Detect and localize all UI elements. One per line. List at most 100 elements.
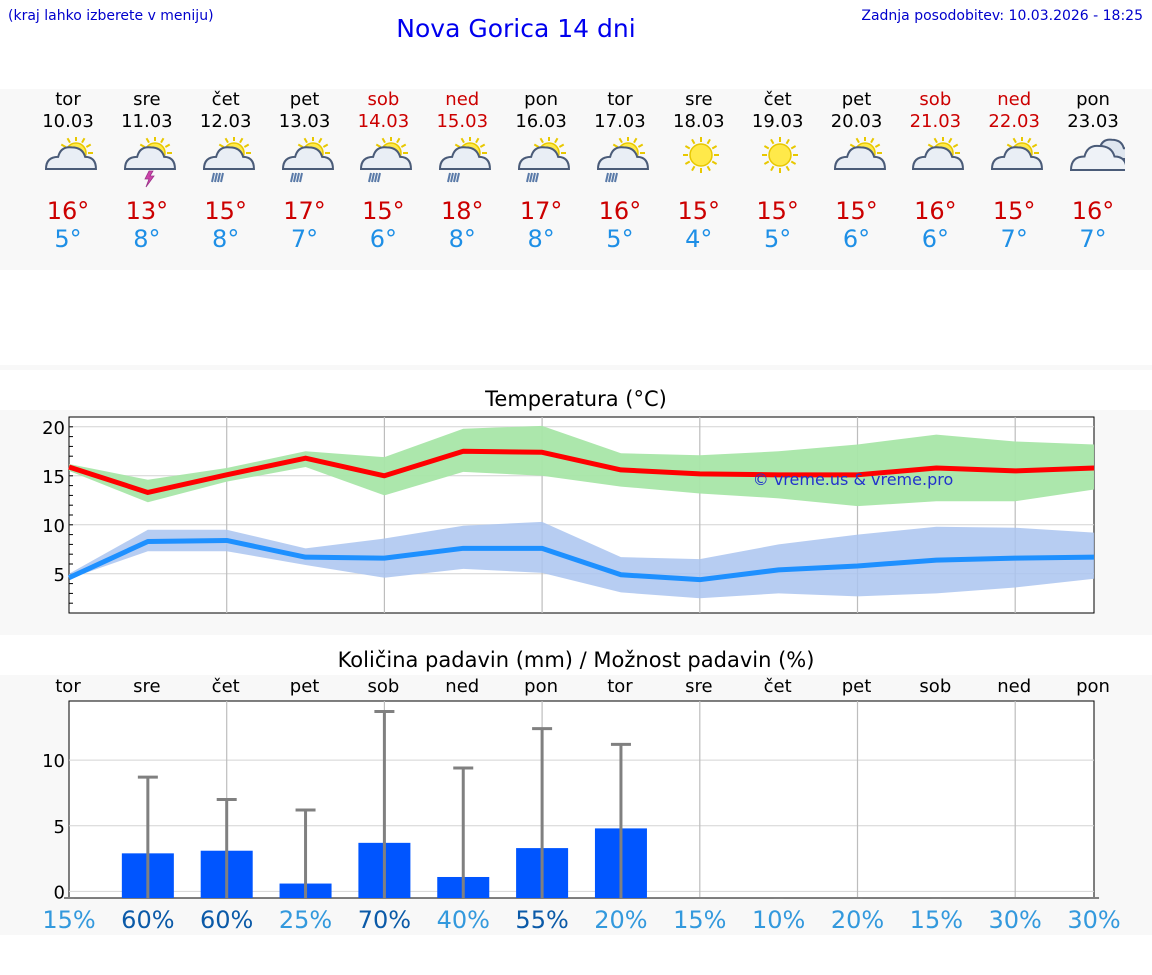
x-category-label: sre — [685, 676, 712, 697]
day-date: 10.03 — [42, 111, 94, 132]
precipitation-chart: tor sre čet pet sob ned pon tor sre čet pet sob ned p… — [42, 676, 1121, 934]
x-category-label: sre — [133, 676, 160, 697]
temp-max: 18° — [440, 197, 484, 225]
range-band-max — [69, 425, 1095, 507]
x-category-label: ned — [997, 676, 1031, 697]
day-name: tor — [55, 89, 81, 110]
x-category-label: pet — [842, 676, 872, 697]
day-header: ned 22.03 — [974, 89, 1054, 133]
y-tick-label: 0 — [54, 882, 65, 903]
sun-cloud-rain-icon — [360, 137, 413, 183]
x-category-label: čet — [764, 676, 792, 697]
y-tick-label: 5 — [54, 565, 65, 586]
sun-cloud-rain-icon — [518, 137, 571, 183]
day-date: 14.03 — [357, 111, 410, 132]
day-name: ned — [997, 89, 1032, 110]
day-name: pon — [524, 89, 559, 110]
day-name: pet — [289, 89, 320, 110]
day-header: pet 13.03 — [265, 89, 345, 133]
day-date: 22.03 — [988, 111, 1040, 132]
precip-probability: 55% — [515, 906, 568, 934]
precip-probability: 60% — [121, 906, 174, 934]
day-header: tor 17.03 — [580, 89, 660, 133]
temp-max: 16° — [1071, 197, 1115, 225]
precip-probability: 20% — [594, 906, 647, 934]
y-tick-label: 10 — [42, 516, 65, 537]
day-date: 16.03 — [515, 111, 567, 132]
day-name: sre — [133, 89, 161, 110]
temp-min: 8° — [448, 225, 476, 253]
temp-max: 15° — [992, 197, 1036, 225]
sun-cloud-rain-icon — [596, 137, 649, 183]
temp-min: 8° — [212, 225, 240, 253]
precip-probability: 60% — [200, 906, 253, 934]
precip-probability: 25% — [279, 906, 332, 934]
day-date: 13.03 — [278, 111, 331, 132]
day-header: čet 12.03 — [186, 89, 266, 133]
temp-max: 15° — [756, 197, 799, 225]
precip-probability: 30% — [1067, 906, 1120, 934]
sun-cloud-icon — [44, 137, 97, 170]
sun-icon — [682, 137, 719, 173]
sun-cloud-icon — [912, 137, 965, 170]
temp-max: 17° — [283, 197, 326, 225]
day-header: sob 14.03 — [343, 89, 423, 133]
day-date: 12.03 — [199, 111, 252, 132]
x-category-label: tor — [607, 676, 633, 697]
sun-cloud-rain-icon — [439, 137, 492, 183]
sun-cloud-rain-icon — [202, 137, 255, 183]
precip-probability: 10% — [752, 906, 805, 934]
precip-probability: 15% — [910, 906, 963, 934]
sun-cloud-icon — [991, 137, 1044, 170]
x-category-label: pon — [524, 676, 558, 697]
sun-cloud-icon — [833, 137, 886, 170]
x-category-label: sob — [367, 676, 399, 697]
precip-probability: 40% — [437, 906, 490, 934]
precip-probability: 20% — [831, 906, 884, 934]
watermark: © vreme.us & vreme.pro — [753, 470, 954, 489]
day-date: 15.03 — [436, 111, 489, 132]
day-date: 19.03 — [751, 111, 804, 132]
series-line-min — [67, 537, 1095, 583]
day-header: pon 23.03 — [1053, 89, 1133, 133]
day-header: ned 15.03 — [422, 89, 502, 133]
x-category-label: pet — [290, 676, 320, 697]
precip-probability: 70% — [358, 906, 411, 934]
temp-min: 5° — [606, 225, 634, 253]
precip-probability: 15% — [42, 906, 95, 934]
day-header: sre 11.03 — [107, 89, 187, 133]
cloudy-icon — [1070, 138, 1126, 171]
temp-max: 17° — [519, 197, 563, 225]
day-header: pon 16.03 — [501, 89, 581, 133]
y-tick-label: 5 — [54, 817, 65, 838]
day-date: 11.03 — [121, 111, 173, 132]
last-updated: Zadnja posodobitev: 10.03.2026 - 18:25 — [861, 8, 1143, 24]
sun-thunder-icon — [123, 137, 176, 188]
divider — [0, 365, 1152, 370]
temp-max: 15° — [835, 197, 878, 225]
day-header: tor 10.03 — [28, 89, 108, 133]
temp-max: 16° — [598, 197, 642, 225]
temp-min: 5° — [54, 225, 82, 253]
series-line-max — [68, 448, 1095, 495]
temp-min: 8° — [133, 225, 161, 253]
precip-probability: 15% — [673, 906, 726, 934]
x-category-label: sob — [919, 676, 951, 697]
temperature-chart-title: Temperatura (°C) — [485, 387, 667, 411]
day-name: pon — [1076, 89, 1110, 110]
x-category-label: tor — [55, 676, 81, 697]
precip-chart-title: Količina padavin (mm) / Možnost padavin … — [337, 648, 815, 672]
day-name: ned — [445, 89, 480, 110]
location-hint: (kraj lahko izberete v meniju) — [8, 8, 214, 24]
precip-probability: 30% — [989, 906, 1042, 934]
temp-min: 6° — [369, 225, 398, 253]
x-category-label: ned — [445, 676, 479, 697]
day-name: čet — [763, 89, 792, 110]
temp-max: 15° — [204, 197, 247, 225]
day-name: pet — [841, 89, 872, 110]
temp-min: 7° — [1079, 225, 1107, 253]
day-header: čet 19.03 — [738, 89, 818, 133]
day-name: sob — [367, 89, 400, 110]
temp-min: 4° — [685, 225, 713, 253]
day-header: sob 21.03 — [895, 89, 975, 133]
